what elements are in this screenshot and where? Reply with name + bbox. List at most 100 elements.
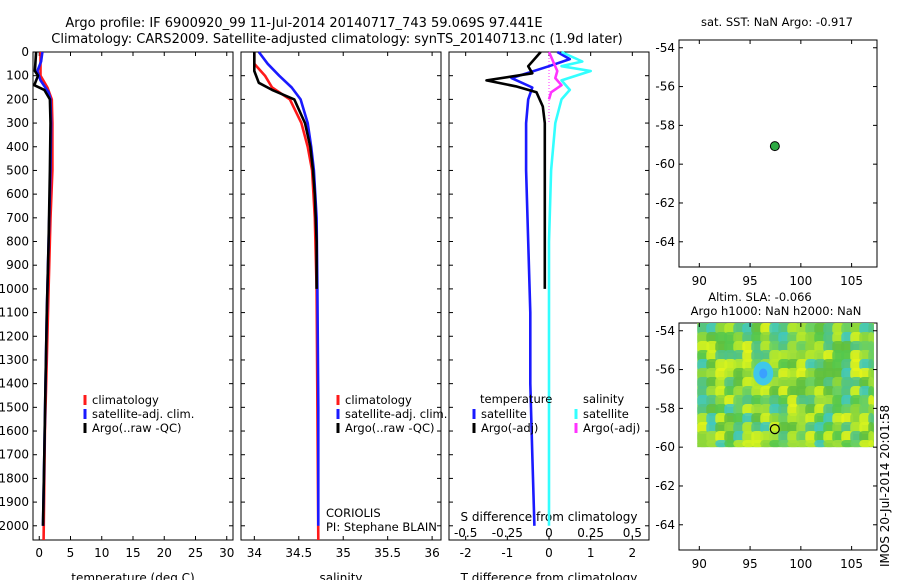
sla-cell [814, 332, 827, 344]
sla-cell [805, 386, 818, 398]
legend-title-salinity: salinity [583, 392, 624, 406]
y-tick-label: 2000 [0, 519, 29, 533]
sla-cell [850, 395, 863, 407]
x-axis-label: salinity [319, 571, 362, 580]
sla-cell [832, 359, 845, 371]
sla-cell [859, 377, 872, 389]
sla-cell [778, 368, 791, 380]
salinity-panel: 34 34.5 35 35.5 36 salinity climatologysatelli… [240, 51, 447, 580]
y-tick-label: 1100 [0, 306, 29, 320]
sla-cell [769, 395, 782, 407]
sla-cell [850, 350, 863, 362]
sla-cell [706, 359, 719, 371]
sla-cell [751, 422, 764, 434]
timestamp-stamp: IMOS 20-Jul-2014 20:01:58 [878, 405, 892, 567]
sla-cell [742, 332, 755, 344]
sla-low-core [759, 368, 768, 379]
x-tick-label: 1 [587, 546, 595, 560]
y-tick-label: 1600 [0, 424, 29, 438]
sla-cell [787, 359, 800, 371]
sla-cell [706, 368, 719, 380]
sla-cell [814, 323, 827, 335]
sla-cell [715, 332, 728, 344]
sla-cell [733, 359, 746, 371]
y-tick-label: -58 [655, 118, 675, 132]
x-tick-label: 95 [742, 274, 757, 288]
legend-label: Argo(-adj) [583, 421, 640, 435]
sla-cell [733, 341, 746, 353]
legend-label: Argo(..raw -QC) [92, 421, 182, 435]
sla-cell [868, 323, 874, 335]
sla-cell [832, 368, 845, 380]
sla-cell [778, 431, 791, 443]
sla-cell [850, 359, 863, 371]
x-tick-label: 105 [840, 274, 863, 288]
sla-cell [706, 323, 719, 335]
sla-cell [742, 422, 755, 434]
sla-cell [868, 341, 874, 353]
sla-cell [733, 404, 746, 416]
y-tick-label: 1900 [0, 495, 29, 509]
y-tick-label: 500 [6, 163, 29, 177]
sla-cell [805, 413, 818, 425]
sla-cell [823, 404, 836, 416]
sla-cell [724, 386, 737, 398]
legend-label: climatology [92, 393, 159, 407]
map-title-line-2: Argo h1000: NaN h2000: NaN [691, 304, 862, 318]
sla-cell [715, 341, 728, 353]
sla-cell [706, 386, 719, 398]
sla-cell [823, 422, 836, 434]
sla-cell [832, 341, 845, 353]
sla-cell [859, 359, 872, 371]
y-tick-label: -60 [655, 157, 675, 171]
y-tick-label: 1800 [0, 471, 29, 485]
sla-cell [868, 413, 874, 425]
sla-cell [841, 386, 854, 398]
sla-cell [697, 413, 710, 425]
series-line-salinity-satellite [547, 50, 593, 526]
series-line-temperature-satellite [510, 50, 572, 526]
sla-cell [814, 422, 827, 434]
sla-cell [796, 440, 809, 448]
sla-cell [796, 413, 809, 425]
sla-cell [706, 422, 719, 434]
sla-cell [868, 377, 874, 389]
x-tick-label: 35.5 [374, 546, 401, 560]
sla-cell [850, 413, 863, 425]
sla-cell [742, 404, 755, 416]
sla-cell [706, 395, 719, 407]
sla-cell [751, 404, 764, 416]
sla-cell [706, 350, 719, 362]
sla-cell [733, 440, 746, 448]
sla-cell [850, 386, 863, 398]
sla-cell [823, 377, 836, 389]
x-tick-label: 100 [789, 274, 812, 288]
x-tick-label: 10 [94, 546, 109, 560]
sla-cell [841, 377, 854, 389]
sla-cell [850, 377, 863, 389]
map-title: sat. SST: NaN Argo: -0.917 [701, 15, 853, 29]
sla-cell [760, 332, 773, 344]
sla-cell [805, 359, 818, 371]
y-tick-label: -56 [655, 363, 675, 377]
sla-cell [751, 431, 764, 443]
sla-cell [760, 386, 773, 398]
sla-cell [715, 359, 728, 371]
sla-cell [787, 377, 800, 389]
sla-cell [787, 350, 800, 362]
sla-cell [724, 395, 737, 407]
sla-cell [832, 404, 845, 416]
sla-cell [724, 422, 737, 434]
sla-cell [868, 332, 874, 344]
sla-cell [742, 350, 755, 362]
y-tick-label: 0 [21, 45, 29, 59]
sla-cell [796, 359, 809, 371]
sla-cell [841, 431, 854, 443]
sla-cell [868, 359, 874, 371]
sla-cell [706, 377, 719, 389]
x-tick-label: 20 [157, 546, 172, 560]
sla-cell [742, 413, 755, 425]
sla-cell [832, 431, 845, 443]
x-tick-label: 30 [219, 546, 234, 560]
